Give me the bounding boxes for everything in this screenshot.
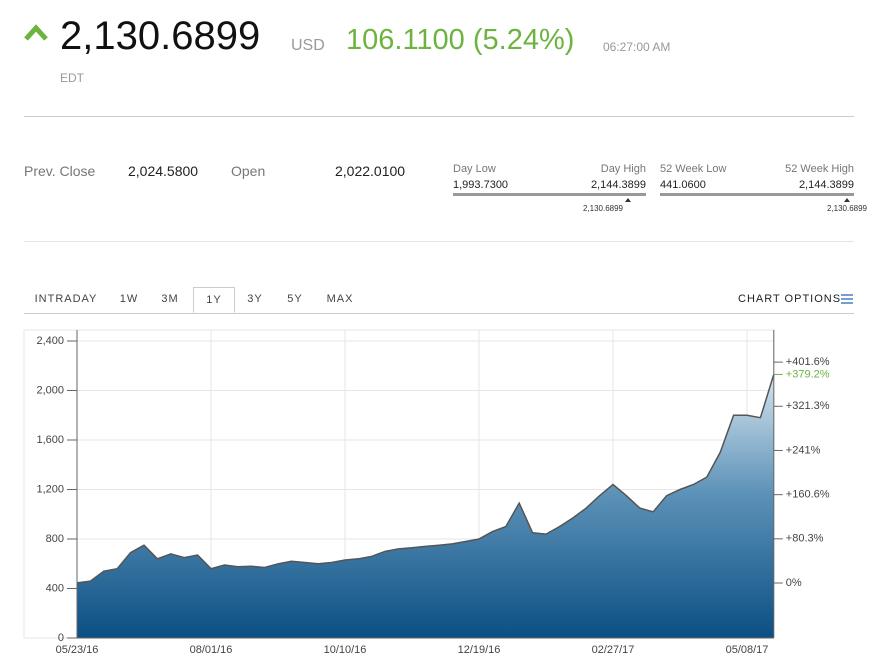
range-low: 441.0600 (660, 179, 706, 191)
y-tick-label: 800 (46, 533, 64, 545)
range-high-label: Day High (600, 163, 646, 175)
tab-baseline (24, 313, 854, 314)
tab[interactable]: 5Y (287, 293, 303, 305)
area (77, 374, 774, 638)
timezone: EDT (60, 71, 84, 85)
open-label: Open (231, 163, 266, 179)
prev-close-label: Prev. Close (24, 163, 96, 179)
range-current: 2,130.6899 (826, 204, 867, 213)
range-high: 2,144.3899 (798, 179, 854, 191)
change: 106.1100 (5.24%) (346, 24, 575, 56)
y2-tick-label: +80.3% (786, 533, 824, 545)
y2-tick-label: +401.6% (786, 356, 830, 368)
x-tick-label: 08/01/16 (190, 644, 233, 656)
current-label: +379.2% (786, 368, 830, 380)
x-tick-label: 12/19/16 (458, 644, 501, 656)
x-tick-label: 05/23/16 (56, 644, 99, 656)
range-high-label: 52 Week High (785, 163, 854, 175)
open: 2,022.0100 (335, 163, 406, 179)
tab[interactable]: 3M (161, 293, 179, 305)
y-tick-label: 2,400 (36, 335, 64, 347)
chart: 0 400 800 1,200 1,600 2,000 2,400 05/23/16 08/01… (23, 329, 830, 656)
tab[interactable]: 1W (119, 293, 139, 305)
currency: USD (291, 37, 325, 54)
price: 2,130.6899 (60, 14, 261, 58)
tab[interactable]: 3Y (247, 293, 263, 305)
x-tick-label: 02/27/17 (592, 644, 635, 656)
range-marker (625, 198, 631, 202)
line (76, 374, 775, 584)
y2-tick-label: +321.3% (786, 400, 830, 412)
prev-close: 2,024.5800 (128, 163, 199, 179)
range-high: 2,144.3899 (590, 179, 646, 191)
tab[interactable]: MAX (326, 293, 354, 305)
y-tick-label: 1,600 (36, 434, 64, 446)
tab[interactable]: INTRADAY (34, 293, 98, 305)
up-arrow (24, 24, 48, 41)
y-tick-label: 2,000 (36, 384, 64, 396)
range-bar (660, 193, 854, 196)
divider (24, 241, 854, 242)
time: 06:27:00 AM (603, 40, 671, 54)
range-low-label: 52 Week Low (660, 163, 727, 175)
range-low: 1,993.7300 (453, 179, 509, 191)
chart-options[interactable]: CHART OPTIONS (738, 293, 842, 305)
y2-tick-label: +160.6% (786, 489, 830, 501)
y-tick-label: 0 (58, 632, 64, 644)
y-tick-label: 400 (46, 582, 64, 594)
divider (24, 116, 854, 117)
tab[interactable]: 1Y (193, 287, 235, 313)
range-marker (844, 198, 850, 202)
y2-tick-label: +241% (786, 444, 821, 456)
menu-icon[interactable] (840, 293, 854, 305)
y2-tick-label: 0% (786, 577, 802, 589)
x-tick-label: 05/08/17 (726, 644, 769, 656)
x-tick-label: 10/10/16 (324, 644, 367, 656)
y-tick-label: 1,200 (36, 483, 64, 495)
range-low-label: Day Low (453, 163, 496, 175)
range-current: 2,130.6899 (582, 204, 624, 213)
range-bar (453, 193, 646, 196)
